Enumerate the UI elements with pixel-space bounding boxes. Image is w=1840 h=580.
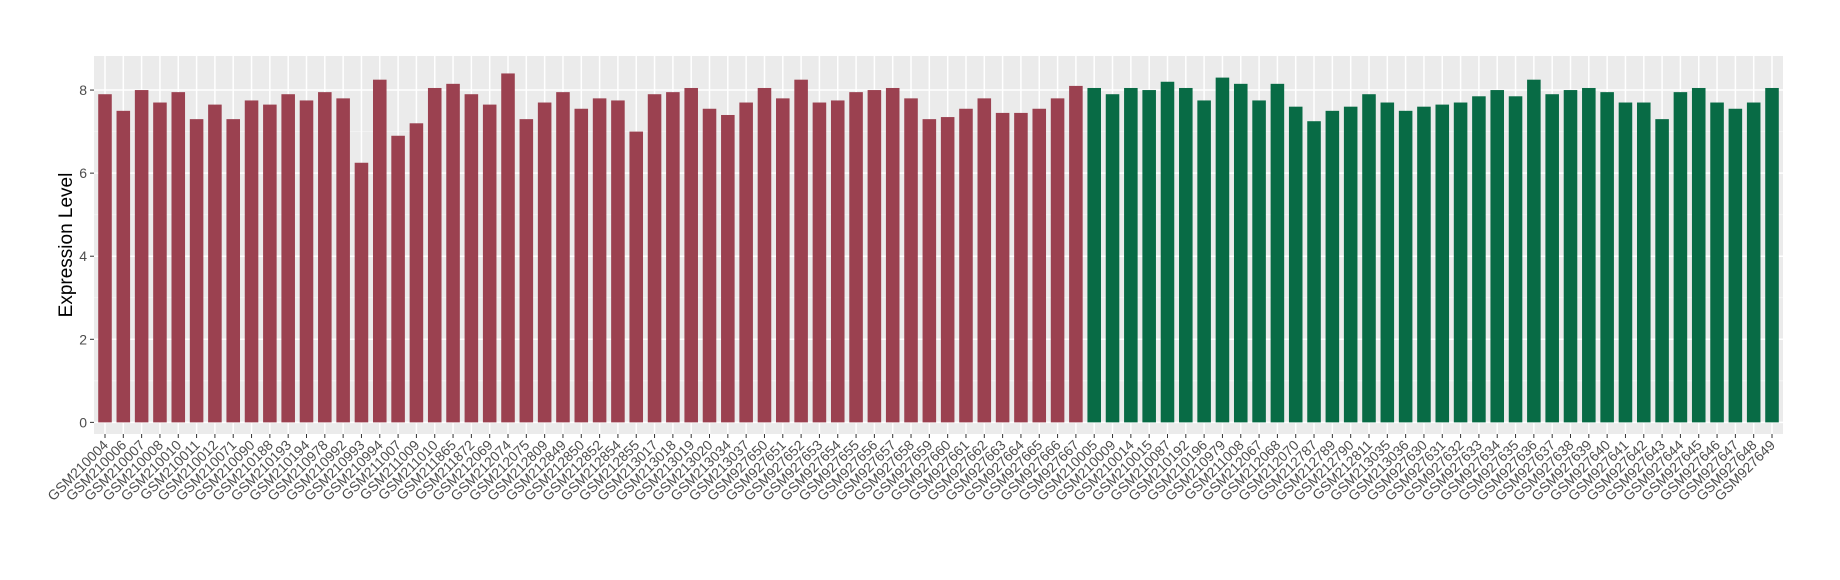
bar: [299, 100, 314, 423]
bar: [116, 110, 131, 423]
bar: [922, 119, 937, 423]
bar: [226, 119, 241, 423]
bar: [995, 112, 1010, 423]
bar: [372, 79, 387, 423]
bar: [1527, 79, 1541, 423]
bar: [134, 90, 149, 423]
bar: [757, 87, 772, 423]
bar: [1215, 77, 1230, 423]
bar: [812, 102, 827, 423]
bar: [1435, 104, 1450, 423]
y-tick-label: 6: [79, 165, 87, 181]
bar: [830, 100, 845, 423]
bar: [977, 98, 992, 423]
bar: [281, 94, 295, 423]
bar: [1142, 90, 1156, 423]
bar: [574, 108, 589, 423]
bar: [959, 108, 973, 423]
bar: [904, 98, 918, 423]
bar: [391, 135, 405, 423]
bar: [1655, 119, 1669, 423]
bar: [885, 87, 900, 423]
bar: [1417, 106, 1431, 423]
bar: [666, 92, 680, 423]
bar: [1050, 98, 1065, 423]
y-axis-title: Expression Level: [56, 173, 77, 318]
bar: [1124, 87, 1138, 423]
bar: [1618, 102, 1633, 423]
bar: [1069, 85, 1083, 423]
bar: [1014, 112, 1028, 423]
bar: [1563, 90, 1578, 423]
bar: [482, 104, 497, 423]
bar: [1362, 94, 1376, 423]
bar: [1600, 92, 1614, 423]
bar: [1636, 102, 1651, 423]
bar: [1197, 100, 1211, 423]
bar: [1710, 102, 1724, 423]
bar: [1453, 102, 1468, 423]
bar: [336, 98, 350, 423]
bar: [189, 119, 204, 423]
bar: [1160, 81, 1175, 423]
bar: [739, 102, 753, 423]
bar: [244, 100, 259, 423]
bar: [153, 102, 167, 423]
bar: [98, 94, 112, 423]
bar: [592, 98, 607, 423]
bar: [684, 87, 698, 423]
bar: [1307, 121, 1321, 423]
bar: [1343, 106, 1358, 423]
bar: [721, 114, 735, 423]
y-tick-label: 8: [79, 82, 87, 98]
bar: [629, 131, 644, 423]
y-tick-label: 4: [79, 248, 87, 264]
bar: [556, 92, 570, 423]
bar: [611, 100, 625, 423]
bar: [318, 92, 332, 423]
bar: [1472, 96, 1486, 423]
bar: [794, 79, 808, 423]
bar: [776, 98, 790, 423]
bar: [427, 87, 442, 423]
bar: [1288, 106, 1303, 423]
bar: [1179, 87, 1193, 423]
bar: [1673, 92, 1688, 423]
bar: [1105, 94, 1120, 423]
bar: [1765, 87, 1779, 423]
bar: [354, 162, 369, 423]
bar: [537, 102, 552, 423]
bar: [702, 108, 717, 423]
bar: [1252, 100, 1266, 423]
bar: [263, 104, 277, 423]
bar: [849, 92, 863, 423]
bar: [1270, 83, 1285, 423]
bar: [1691, 87, 1706, 423]
bar: [647, 94, 662, 423]
bar: [1032, 108, 1047, 423]
bar: [1087, 87, 1101, 423]
y-tick-label: 0: [79, 414, 87, 430]
bar: [501, 73, 515, 423]
bar: [464, 94, 479, 423]
bar: [1233, 83, 1248, 423]
bar: [409, 123, 424, 423]
bar: [208, 104, 222, 423]
bar: [1728, 108, 1743, 423]
bar: [1545, 94, 1559, 423]
bar: [1508, 96, 1523, 423]
bar: [1380, 102, 1395, 423]
y-tick-label: 2: [79, 331, 87, 347]
bar: [1582, 87, 1596, 423]
bar: [1746, 102, 1761, 423]
bar: [1325, 110, 1340, 423]
bar: [446, 83, 460, 423]
bar: [940, 117, 955, 423]
bar: [519, 119, 534, 423]
bar: [171, 92, 186, 423]
bar: [1398, 110, 1413, 423]
bar: [1490, 90, 1505, 423]
bar: [867, 90, 882, 423]
